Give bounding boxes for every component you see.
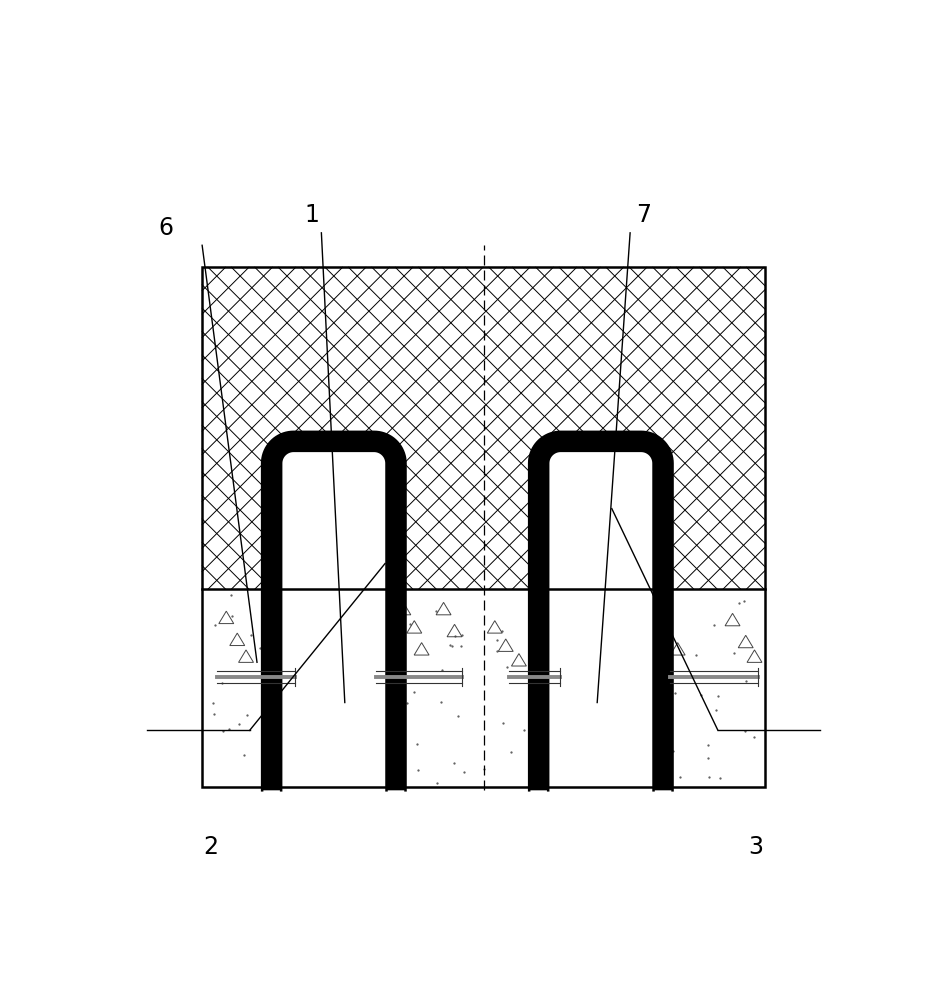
Polygon shape: [548, 451, 653, 790]
Text: 7: 7: [636, 203, 650, 227]
Polygon shape: [530, 432, 672, 790]
Polygon shape: [281, 451, 386, 790]
Bar: [202, 267, 766, 589]
Text: 2: 2: [203, 835, 218, 859]
Polygon shape: [262, 432, 406, 790]
Text: 1: 1: [304, 203, 319, 227]
Text: 3: 3: [749, 835, 764, 859]
Bar: [202, 589, 766, 787]
Text: 6: 6: [158, 216, 173, 240]
Bar: [202, 267, 766, 787]
